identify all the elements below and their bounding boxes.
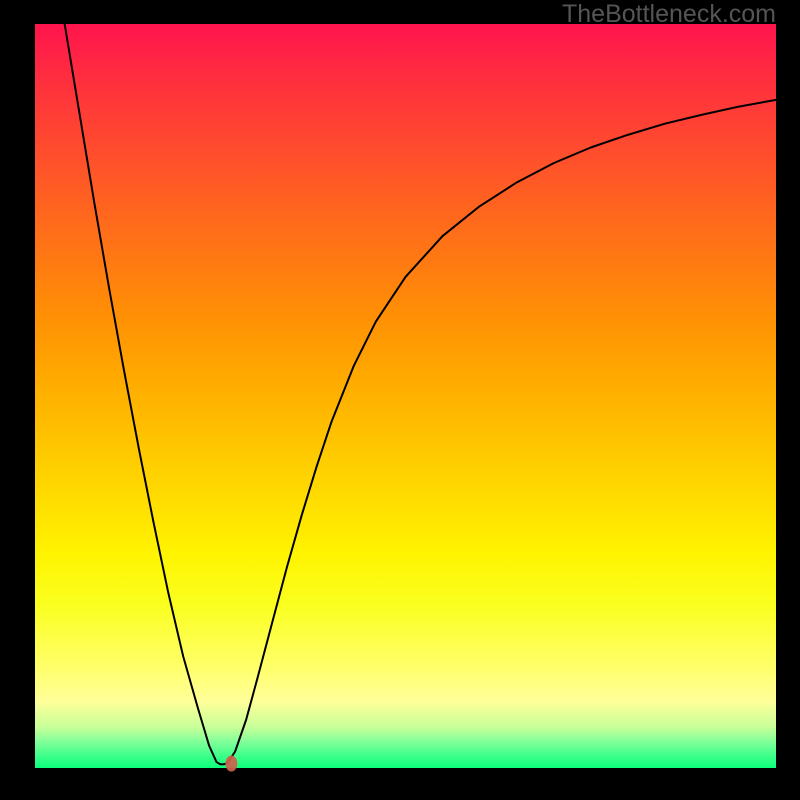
plot-area [35,24,776,768]
optimal-point-marker [225,756,237,772]
chart-stage: TheBottleneck.com [0,0,800,800]
chart-svg [0,0,800,800]
watermark-text: TheBottleneck.com [562,0,776,29]
